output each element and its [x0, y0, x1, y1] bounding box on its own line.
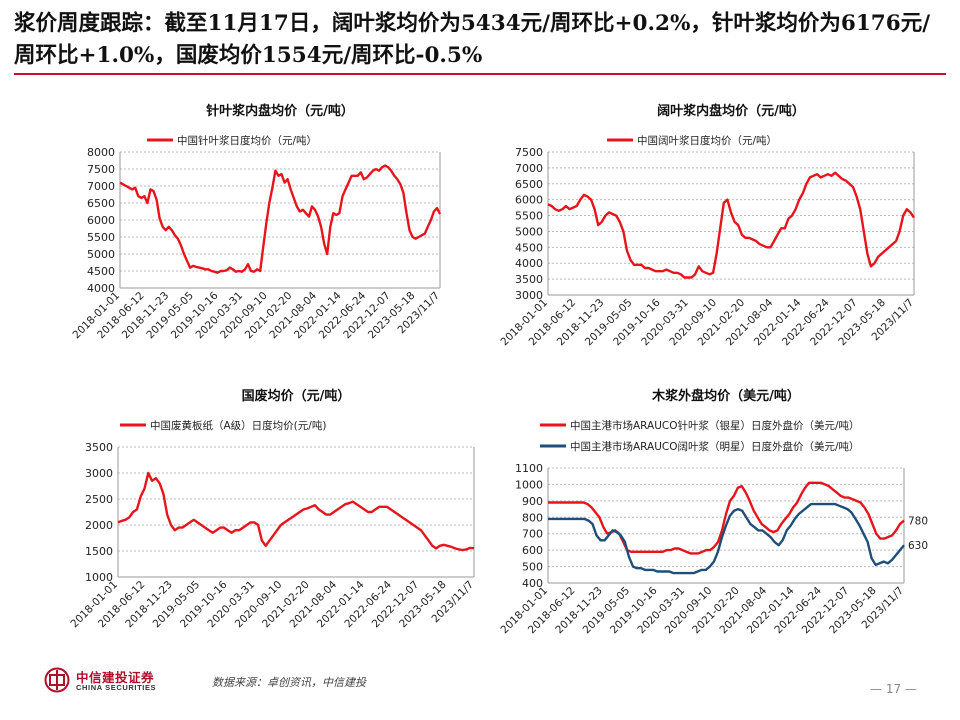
- softwood-series-line-0: [119, 164, 442, 274]
- softwood-ytick: 7000: [87, 180, 115, 193]
- occ-title: 国废均价（元/吨）: [242, 388, 351, 404]
- hardwood-ytick: 5500: [515, 210, 543, 223]
- external-legend-label-0: 中国主港市场ARAUCO针叶浆（银星）日度外盘价（美元/吨）: [570, 419, 860, 432]
- hardwood-ytick: 5000: [515, 225, 543, 238]
- hardwood-title: 阔叶浆内盘均价（元/吨）: [657, 103, 805, 119]
- softwood-ytick: 6500: [87, 197, 115, 210]
- headline: 浆价周度跟踪：截至11月17日，阔叶浆均价为5434元/周环比+0.2%，针叶浆…: [14, 11, 931, 68]
- hardwood-ytick: 3000: [515, 289, 543, 302]
- softwood-ytick: 6000: [87, 214, 115, 227]
- external-ytick: 500: [522, 561, 543, 574]
- occ-ytick: 1000: [85, 571, 113, 584]
- softwood-ytick: 4500: [87, 265, 115, 278]
- logo-mark-icon: [44, 667, 70, 693]
- hardwood-ytick: 7500: [515, 146, 543, 159]
- hardwood-ytick: 4000: [515, 257, 543, 270]
- occ-ytick: 2500: [85, 493, 113, 506]
- softwood-svg: 针叶浆内盘均价（元/吨） 中国针叶浆日度均价（元/吨） 4000 4500 5000 55…: [70, 103, 442, 341]
- headline-rule: [14, 73, 946, 75]
- external-ytick: 600: [522, 544, 543, 557]
- occ-ytick: 3500: [85, 441, 113, 454]
- hardwood-ytick: 6000: [515, 194, 543, 207]
- hardwood-svg: 阔叶浆内盘均价（元/吨） 中国阔叶浆日度均价（元/吨） 3000 3500 4000 45…: [500, 103, 916, 348]
- external-ytick: 800: [522, 511, 543, 524]
- softwood-ytick: 8000: [87, 146, 115, 159]
- external-ytick: 1100: [515, 462, 543, 475]
- occ-ytick: 2000: [85, 519, 113, 532]
- occ-series-line-0: [117, 471, 475, 552]
- logo-text-en: CHINA SECURITIES: [76, 683, 157, 692]
- external-title: 木浆外盘均价（美元/吨）: [651, 388, 800, 404]
- hardwood-ytick: 3500: [515, 273, 543, 286]
- data-source: 数据来源：卓创资讯，中信建投: [212, 676, 366, 689]
- company-logo: 中信建投证券 CHINA SECURITIES: [44, 665, 184, 699]
- external-end-label-0: 780: [908, 516, 928, 528]
- softwood-ytick: 7500: [87, 163, 115, 176]
- softwood-ytick: 5000: [87, 248, 115, 261]
- external-ytick: 700: [522, 528, 543, 541]
- external-ytick: 900: [522, 495, 543, 508]
- chart-occ: 国废均价（元/吨） 中国废黄板纸（A级）日度均价(元/吨) 1000 1500 2000…: [40, 380, 480, 650]
- logo-text-cn: 中信建投证券: [76, 670, 155, 685]
- chart-external: 木浆外盘均价（美元/吨） 中国主港市场ARAUCO针叶浆（银星）日度外盘价（美元/…: [500, 380, 940, 650]
- hardwood-ytick: 7000: [515, 162, 543, 175]
- occ-ytick: 3000: [85, 467, 113, 480]
- hardwood-ytick: 4500: [515, 241, 543, 254]
- occ-svg: 国废均价（元/吨） 中国废黄板纸（A级）日度均价(元/吨) 1000 1500 2000…: [68, 388, 476, 630]
- external-legend-label-1: 中国主港市场ARAUCO阔叶浆（明星）日度外盘价（美元/吨）: [570, 440, 860, 453]
- external-end-label-1: 630: [908, 540, 928, 552]
- chart-hardwood: 阔叶浆内盘均价（元/吨） 中国阔叶浆日度均价（元/吨） 3000 3500 4000 45…: [500, 95, 940, 365]
- softwood-legend-label-0: 中国针叶浆日度均价（元/吨）: [177, 134, 317, 147]
- softwood-ytick: 4000: [87, 282, 115, 295]
- external-series-line-1: [548, 502, 905, 575]
- hardwood-series-line-0: [547, 171, 915, 279]
- occ-legend-label-0: 中国废黄板纸（A级）日度均价(元/吨): [150, 419, 326, 432]
- hardwood-ytick: 6500: [515, 178, 543, 191]
- page-number: — 17 —: [870, 682, 917, 696]
- chart-softwood: 针叶浆内盘均价（元/吨） 中国针叶浆日度均价（元/吨） 4000 4500 5000 55…: [40, 95, 480, 365]
- external-ytick: 400: [522, 577, 543, 590]
- occ-ytick: 1500: [85, 545, 113, 558]
- external-svg: 木浆外盘均价（美元/吨） 中国主港市场ARAUCO针叶浆（银星）日度外盘价（美元/…: [500, 388, 928, 636]
- softwood-ytick: 5500: [87, 231, 115, 244]
- external-series-line-0: [548, 481, 905, 555]
- external-ytick: 1000: [515, 478, 543, 491]
- softwood-title: 针叶浆内盘均价（元/吨）: [205, 103, 354, 119]
- hardwood-legend-label-0: 中国阔叶浆日度均价（元/吨）: [637, 134, 777, 147]
